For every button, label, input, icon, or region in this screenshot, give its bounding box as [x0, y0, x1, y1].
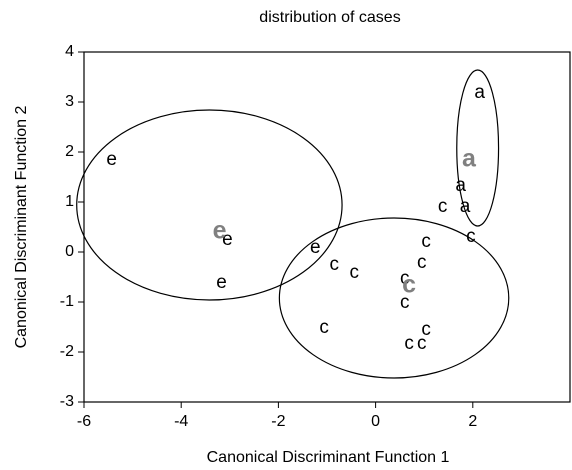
point: e [310, 237, 321, 258]
group-centroid: e [213, 217, 227, 245]
point: c [319, 317, 329, 338]
y-tick-label: -3 [60, 393, 74, 410]
group-centroid: a [462, 145, 477, 173]
point: c [330, 254, 340, 275]
point: e [106, 149, 117, 170]
point: c [400, 268, 410, 289]
point: a [455, 175, 466, 196]
x-tick-label: -6 [77, 413, 91, 430]
y-tick-label: 1 [65, 193, 74, 210]
point: c [438, 196, 448, 217]
plot-frame [83, 51, 571, 403]
y-tick-label: 0 [65, 243, 74, 260]
group-ellipse [456, 69, 500, 227]
group-centroid: c [402, 271, 416, 299]
y-tick-label: 2 [65, 143, 74, 160]
y-tick-label: 4 [65, 43, 74, 60]
point: c [421, 319, 431, 340]
point: c [421, 231, 431, 252]
group-ellipse [278, 217, 510, 379]
x-tick-label: -2 [271, 413, 285, 430]
point: c [417, 333, 427, 354]
point: a [460, 196, 471, 217]
point: e [216, 272, 227, 293]
x-tick-label: 2 [468, 413, 477, 430]
group-ellipse [76, 109, 343, 301]
point: c [417, 252, 427, 273]
x-axis-label: Canonical Discriminant Function 1 [207, 449, 450, 466]
point: c [404, 333, 414, 354]
point: e [222, 229, 233, 250]
x-tick-label: -4 [174, 413, 188, 430]
point: c [349, 262, 359, 283]
point: a [474, 82, 485, 103]
y-tick-label: -2 [60, 343, 74, 360]
x-tick-label: 0 [371, 413, 380, 430]
chart-title: distribution of cases [259, 9, 400, 26]
point: c [400, 292, 410, 313]
y-tick-label: -1 [60, 293, 74, 310]
y-axis-label: Canonical Discriminant Function 2 [13, 106, 30, 349]
y-tick-label: 3 [65, 93, 74, 110]
point: c [466, 226, 476, 247]
